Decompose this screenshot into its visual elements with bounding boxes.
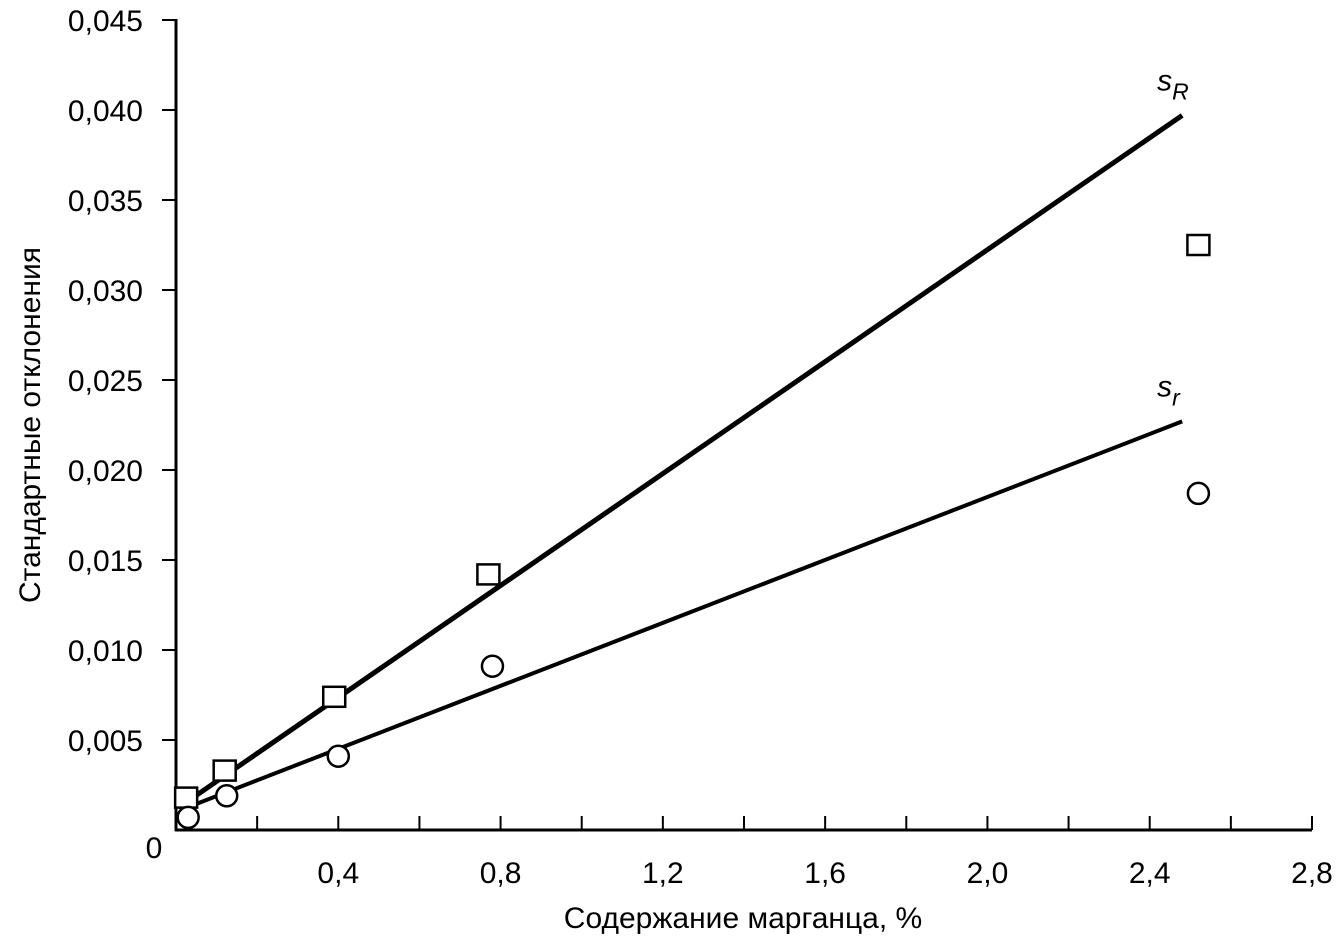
fit-line-sR: [178, 113, 1184, 809]
markers: [173, 233, 1211, 830]
series-label-sr: sr: [1157, 370, 1181, 410]
data-point-square: [321, 685, 347, 709]
x-tick-label: 2,0: [967, 857, 1009, 890]
y-tick-label: 0,035: [68, 185, 143, 218]
fit-lines: [178, 113, 1184, 813]
y-tick-label: 0,030: [68, 275, 143, 308]
ticks: 0,4 0,8 1,2 1,6 2,0 2,4 2,8 0,005 0,010 0,015 0,02…: [68, 5, 1333, 890]
y-tick-label: 0,045: [68, 5, 143, 38]
data-point-circle: [214, 784, 239, 808]
y-tick-label: 0,010: [68, 635, 143, 668]
y-tick-label: 0,040: [68, 95, 143, 128]
data-point-square: [476, 563, 501, 586]
data-point-square: [212, 759, 237, 782]
x-tick-label: 0,8: [480, 857, 522, 890]
fit-line-sr: [179, 419, 1183, 813]
x-tick-label: 2,4: [1129, 857, 1171, 890]
data-point-circle: [176, 805, 200, 830]
data-point-square: [173, 786, 199, 809]
y-tick-label: 0,020: [68, 455, 143, 488]
origin-label: 0: [146, 832, 163, 865]
data-point-circle: [326, 744, 351, 768]
data-point-square: [1186, 233, 1211, 257]
series-label-main: s: [1157, 64, 1172, 97]
y-tick-label: 0,005: [68, 725, 143, 758]
x-tick-label: 0,4: [317, 857, 359, 890]
y-tick-label: 0,015: [68, 545, 143, 578]
data-point-circle: [1186, 481, 1211, 506]
series-label-sub: R: [1172, 78, 1189, 104]
x-tick-label: 1,2: [642, 857, 684, 890]
series-label-main: s: [1157, 370, 1172, 403]
series-label-sub: r: [1172, 384, 1181, 410]
y-axis-title: Стандартные отклонения: [14, 247, 47, 603]
x-axis-title: Содержание марганца, %: [564, 902, 922, 935]
x-tick-label: 2,8: [1291, 857, 1333, 890]
data-point-circle: [480, 654, 505, 678]
x-tick-label: 1,6: [804, 857, 846, 890]
y-tick-label: 0,025: [68, 365, 143, 398]
series-label-sR: sR: [1157, 64, 1189, 104]
